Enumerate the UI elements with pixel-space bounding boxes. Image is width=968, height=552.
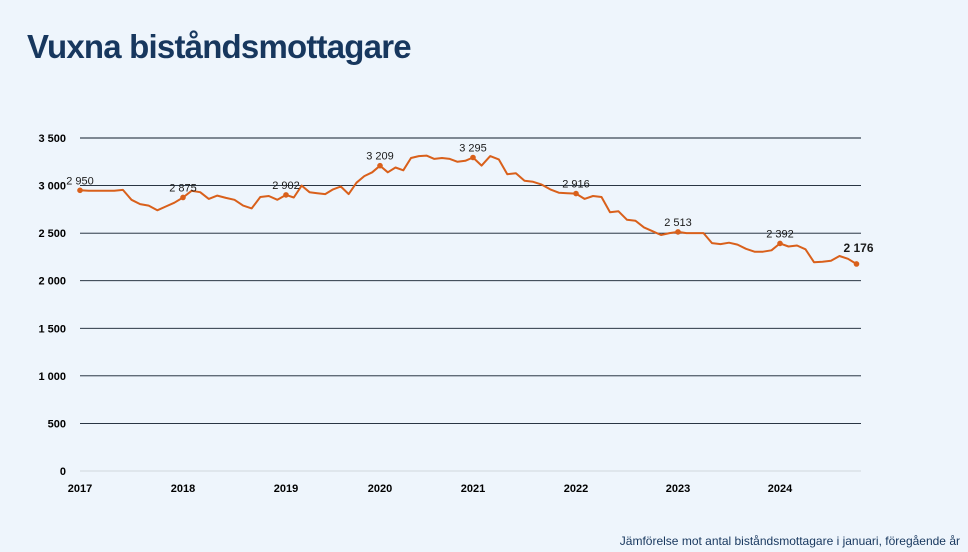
data-label: 3 209 bbox=[366, 151, 394, 163]
y-tick-label: 3 500 bbox=[38, 133, 66, 145]
data-point-marker bbox=[573, 190, 579, 197]
data-point-marker bbox=[283, 192, 289, 198]
data-label: 2 176 bbox=[843, 241, 873, 255]
data-label: 2 875 bbox=[169, 182, 197, 194]
data-label: 2 513 bbox=[664, 217, 692, 229]
series-line bbox=[79, 154, 858, 265]
data-point-marker bbox=[377, 162, 383, 169]
axis-layer: 0 500 1 000 1 500 2 000 2 500 3 000 3 500 2017 20… bbox=[38, 133, 861, 495]
x-tick-label: 2017 bbox=[68, 483, 92, 495]
y-tick-label: 2 000 bbox=[38, 276, 66, 288]
grid-layer bbox=[80, 137, 861, 424]
data-label: 3 295 bbox=[459, 143, 487, 155]
data-label: 2 902 bbox=[272, 180, 300, 192]
page-title: Vuxna biståndsmottagare bbox=[27, 28, 412, 65]
y-tick-label: 2 500 bbox=[38, 228, 66, 240]
x-tick-label: 2022 bbox=[564, 483, 588, 495]
x-tick-label: 2018 bbox=[171, 483, 195, 495]
marker-layer bbox=[77, 154, 860, 267]
x-tick-label: 2020 bbox=[368, 483, 392, 495]
y-tick-label: 0 bbox=[60, 466, 66, 478]
data-point-marker bbox=[675, 229, 681, 235]
data-point-marker bbox=[180, 194, 186, 201]
y-tick-label: 500 bbox=[48, 418, 66, 430]
data-point-marker bbox=[853, 261, 860, 267]
y-tick-label: 1 500 bbox=[38, 323, 66, 335]
x-tick-label: 2019 bbox=[274, 483, 298, 495]
x-tick-label: 2024 bbox=[768, 483, 793, 495]
data-point-marker bbox=[470, 154, 476, 161]
y-tick-label: 1 000 bbox=[38, 371, 66, 383]
data-label: 2 916 bbox=[562, 179, 590, 191]
x-tick-label: 2023 bbox=[666, 483, 690, 495]
x-tick-label: 2021 bbox=[461, 483, 485, 495]
y-tick-label: 3 000 bbox=[38, 181, 66, 193]
data-label: 2 950 bbox=[66, 175, 94, 187]
footnote: Jämförelse mot antal biståndsmottagare i… bbox=[619, 534, 960, 548]
data-point-marker bbox=[77, 187, 83, 194]
data-point-marker bbox=[777, 240, 783, 247]
data-label: 2 392 bbox=[766, 228, 794, 240]
label-layer: 2 950 2 875 2 902 3 209 3 295 2 916 2 513 2 392… bbox=[66, 143, 874, 255]
series-layer bbox=[79, 154, 858, 265]
